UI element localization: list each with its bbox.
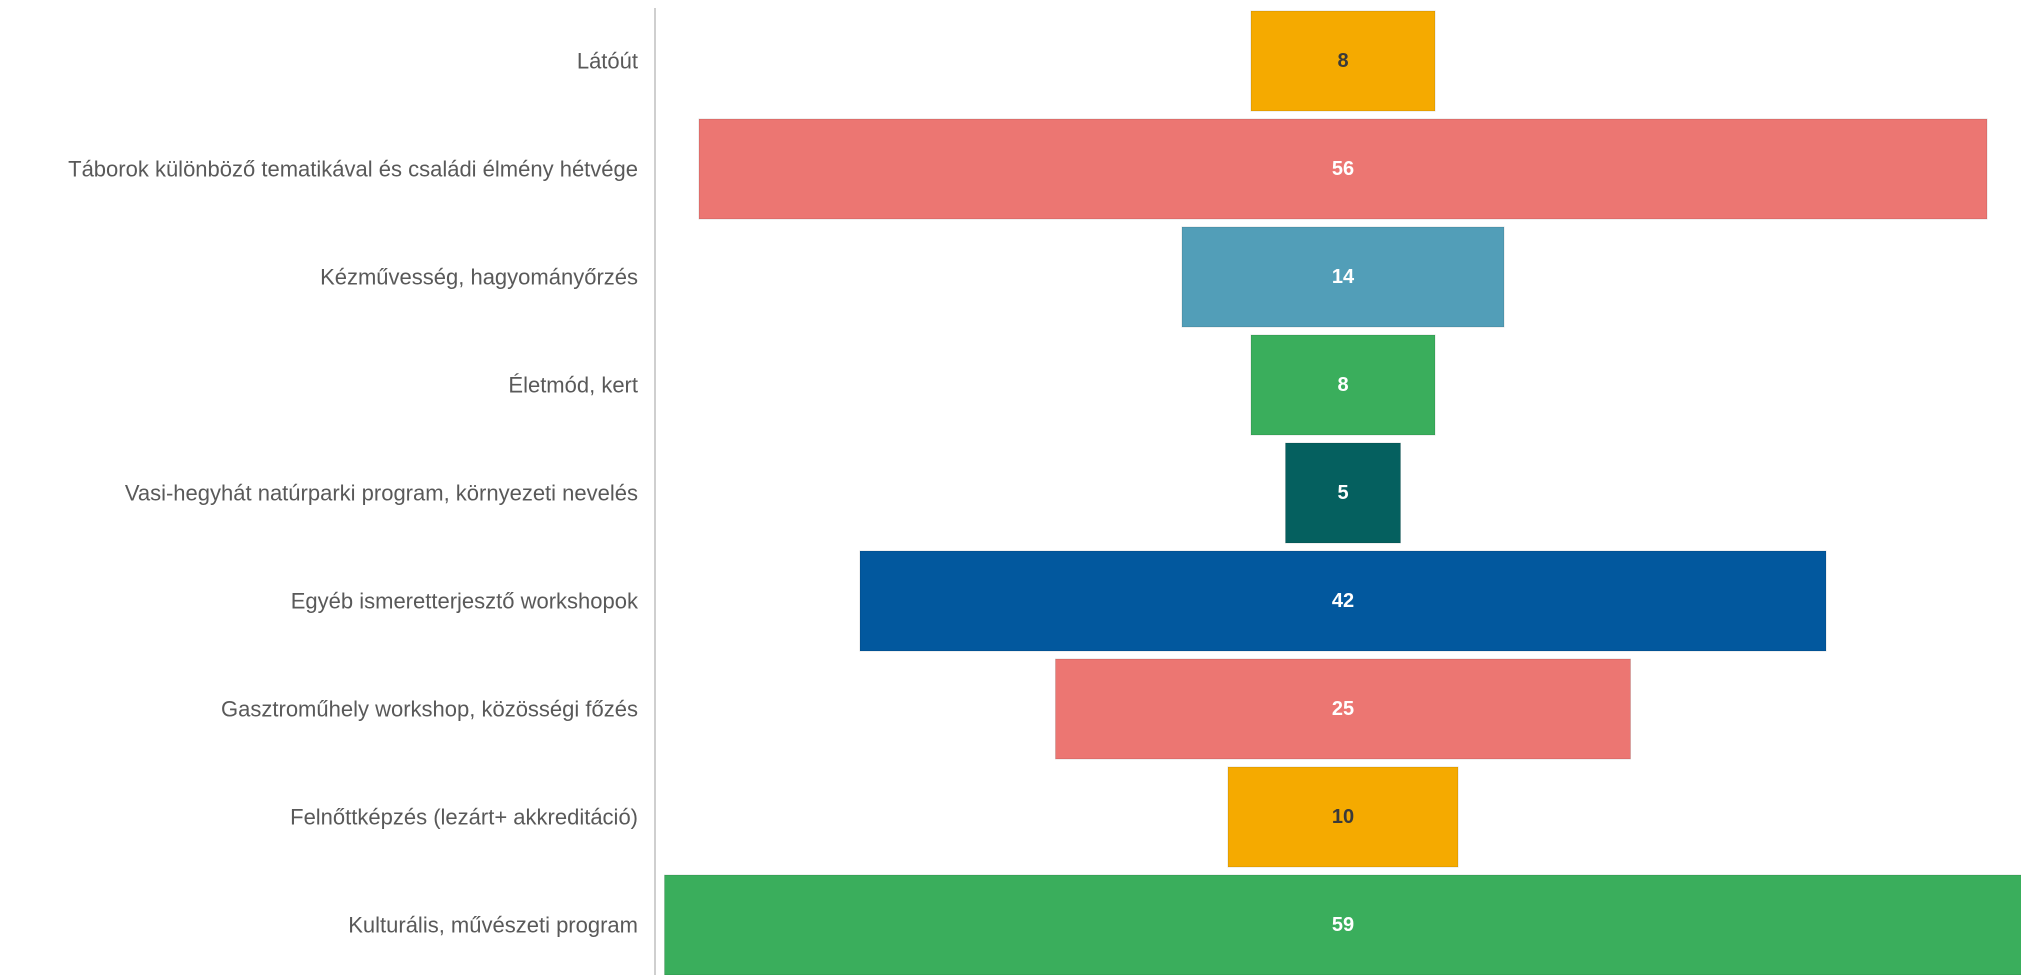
value-label: 42	[1332, 590, 1354, 612]
value-labels-group: 8 56 14 8 5 42 25 10 59	[1332, 50, 1355, 936]
value-label: 8	[1337, 374, 1348, 396]
value-label: 8	[1337, 50, 1348, 72]
value-label: 5	[1337, 482, 1348, 504]
category-labels-group: Látóút Táborok különböző tematikával és c…	[68, 49, 639, 938]
value-label: 25	[1332, 698, 1354, 720]
category-label: Táborok különböző tematikával és családi…	[68, 157, 638, 182]
bar	[664, 874, 2021, 975]
category-label: Látóút	[577, 49, 638, 74]
bar	[698, 118, 1988, 220]
value-label: 10	[1332, 806, 1354, 828]
value-label: 56	[1332, 158, 1354, 180]
bar	[859, 550, 1827, 652]
bar	[1181, 226, 1505, 328]
bar	[1250, 10, 1436, 112]
category-label: Felnőttképzés (lezárt+ akkreditáció)	[290, 805, 638, 830]
bar	[1227, 766, 1459, 868]
category-label: Kulturális, művészeti program	[348, 913, 638, 938]
category-label: Vasi-hegyhát natúrparki program, környez…	[125, 481, 638, 506]
bar	[1250, 334, 1436, 436]
bar	[1285, 442, 1401, 544]
bars-group	[664, 10, 2021, 975]
value-label: 14	[1332, 266, 1355, 288]
value-label: 59	[1332, 914, 1354, 936]
category-label: Életmód, kert	[508, 373, 638, 398]
category-label: Gasztroműhely workshop, közösségi főzés	[221, 697, 638, 722]
bar	[1055, 658, 1631, 760]
category-label: Kézművesség, hagyományőrzés	[320, 265, 638, 290]
category-label: Egyéb ismeretterjesztő workshopok	[291, 589, 639, 614]
